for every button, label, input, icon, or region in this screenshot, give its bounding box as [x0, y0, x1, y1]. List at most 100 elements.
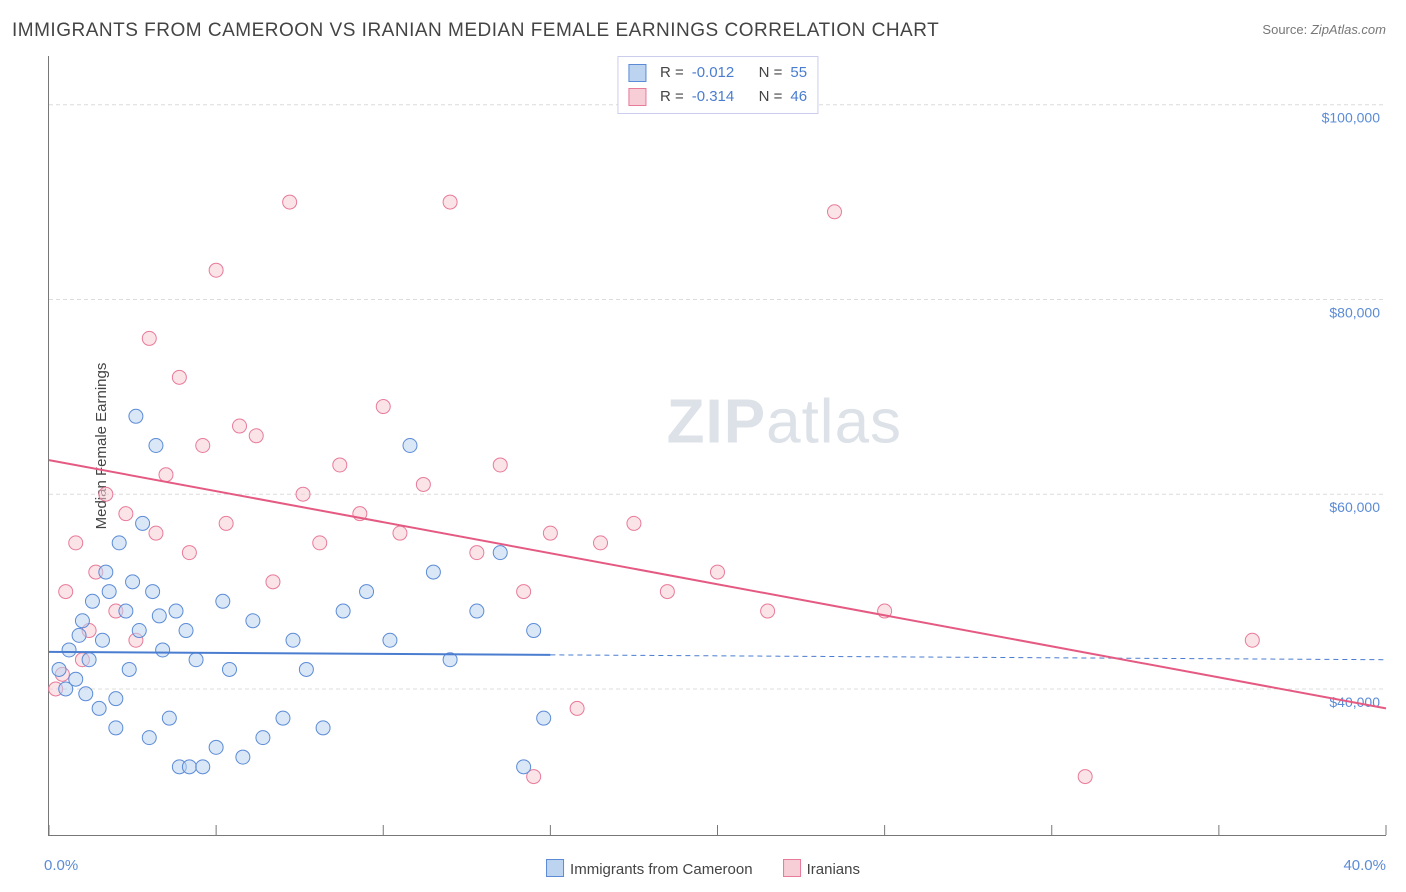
- data-point: [129, 409, 143, 423]
- legend-stat-row: R =-0.314 N =46: [628, 85, 807, 109]
- data-point: [426, 565, 440, 579]
- x-axis-max-label: 40.0%: [1343, 857, 1386, 874]
- data-point: [376, 400, 390, 414]
- data-point: [152, 609, 166, 623]
- data-point: [296, 487, 310, 501]
- data-point: [403, 439, 417, 453]
- data-point: [149, 526, 163, 540]
- data-point: [827, 205, 841, 219]
- data-point: [283, 195, 297, 209]
- data-point: [594, 536, 608, 550]
- data-point: [233, 419, 247, 433]
- data-point: [69, 672, 83, 686]
- data-point: [246, 614, 260, 628]
- data-point: [126, 575, 140, 589]
- data-point: [222, 662, 236, 676]
- data-point: [219, 516, 233, 530]
- data-point: [179, 624, 193, 638]
- data-point: [122, 662, 136, 676]
- data-point: [299, 662, 313, 676]
- source-label: Source:: [1262, 22, 1307, 37]
- legend-swatch: [783, 859, 801, 877]
- data-point: [75, 614, 89, 628]
- data-point: [196, 760, 210, 774]
- correlation-legend: R = -0.012 N = 55R = -0.314 N = 46: [617, 56, 818, 114]
- data-point: [172, 370, 186, 384]
- r-value: -0.012: [692, 61, 735, 85]
- data-point: [493, 458, 507, 472]
- data-point: [182, 546, 196, 560]
- data-point: [470, 604, 484, 618]
- legend-stat-row: R = -0.012 N = 55: [628, 61, 807, 85]
- data-point: [527, 624, 541, 638]
- data-point: [711, 565, 725, 579]
- data-point: [85, 594, 99, 608]
- n-label: N =: [759, 85, 783, 109]
- data-point: [249, 429, 263, 443]
- data-point: [383, 633, 397, 647]
- regression-line-a-ext: [550, 655, 1386, 660]
- data-point: [209, 263, 223, 277]
- data-point: [136, 516, 150, 530]
- chart-title: IMMIGRANTS FROM CAMEROON VS IRANIAN MEDI…: [12, 20, 939, 42]
- data-point: [493, 546, 507, 560]
- data-point: [196, 439, 210, 453]
- data-point: [146, 585, 160, 599]
- data-point: [142, 731, 156, 745]
- data-point: [256, 731, 270, 745]
- data-point: [543, 526, 557, 540]
- data-point: [82, 653, 96, 667]
- data-point: [109, 692, 123, 706]
- data-point: [470, 546, 484, 560]
- data-point: [142, 331, 156, 345]
- plot-area: ZIPatlas $40,000$60,000$80,000$100,000 R…: [48, 56, 1386, 836]
- data-point: [393, 526, 407, 540]
- data-point: [52, 662, 66, 676]
- legend-label: Immigrants from Cameroon: [570, 861, 753, 878]
- data-point: [109, 721, 123, 735]
- r-value: -0.314: [692, 85, 735, 109]
- source-value: ZipAtlas.com: [1311, 22, 1386, 37]
- data-point: [627, 516, 641, 530]
- data-point: [416, 477, 430, 491]
- data-point: [159, 468, 173, 482]
- y-tick-label: $80,000: [1329, 304, 1380, 320]
- legend-swatch: [546, 859, 564, 877]
- data-point: [156, 643, 170, 657]
- scatter-plot: $40,000$60,000$80,000$100,000: [49, 56, 1386, 835]
- data-point: [1245, 633, 1259, 647]
- data-point: [360, 585, 374, 599]
- series-legend: Immigrants from Cameroon Iranians: [546, 859, 860, 878]
- data-point: [236, 750, 250, 764]
- data-point: [316, 721, 330, 735]
- data-point: [95, 633, 109, 647]
- n-label: N =: [759, 61, 783, 85]
- data-point: [99, 487, 113, 501]
- data-point: [517, 585, 531, 599]
- data-point: [119, 604, 133, 618]
- data-point: [132, 624, 146, 638]
- data-point: [112, 536, 126, 550]
- data-point: [59, 585, 73, 599]
- data-point: [761, 604, 775, 618]
- data-point: [570, 701, 584, 715]
- data-point: [102, 585, 116, 599]
- data-point: [149, 439, 163, 453]
- data-point: [276, 711, 290, 725]
- data-point: [266, 575, 280, 589]
- data-point: [182, 760, 196, 774]
- r-label: R =: [660, 61, 684, 85]
- data-point: [216, 594, 230, 608]
- legend-item: Iranians: [783, 859, 860, 878]
- regression-line-a: [49, 652, 550, 655]
- data-point: [69, 536, 83, 550]
- n-value: 46: [790, 85, 807, 109]
- data-point: [336, 604, 350, 618]
- legend-swatch: [628, 64, 646, 82]
- data-point: [62, 643, 76, 657]
- n-value: 55: [790, 61, 807, 85]
- x-axis-min-label: 0.0%: [44, 857, 78, 874]
- data-point: [119, 507, 133, 521]
- chart-source: Source: ZipAtlas.com: [1262, 22, 1386, 37]
- data-point: [517, 760, 531, 774]
